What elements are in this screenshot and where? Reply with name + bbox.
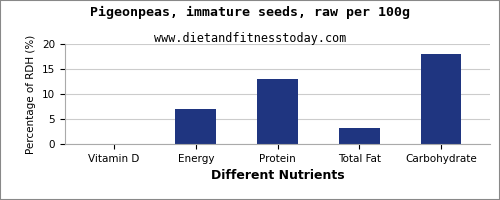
Text: Pigeonpeas, immature seeds, raw per 100g: Pigeonpeas, immature seeds, raw per 100g xyxy=(90,6,410,19)
Text: www.dietandfitnesstoday.com: www.dietandfitnesstoday.com xyxy=(154,32,346,45)
Bar xyxy=(339,128,380,144)
Y-axis label: Percentage of RDH (%): Percentage of RDH (%) xyxy=(26,34,36,154)
Bar xyxy=(176,109,216,144)
Bar xyxy=(420,54,462,144)
Bar xyxy=(257,79,298,144)
X-axis label: Different Nutrients: Different Nutrients xyxy=(210,169,344,182)
